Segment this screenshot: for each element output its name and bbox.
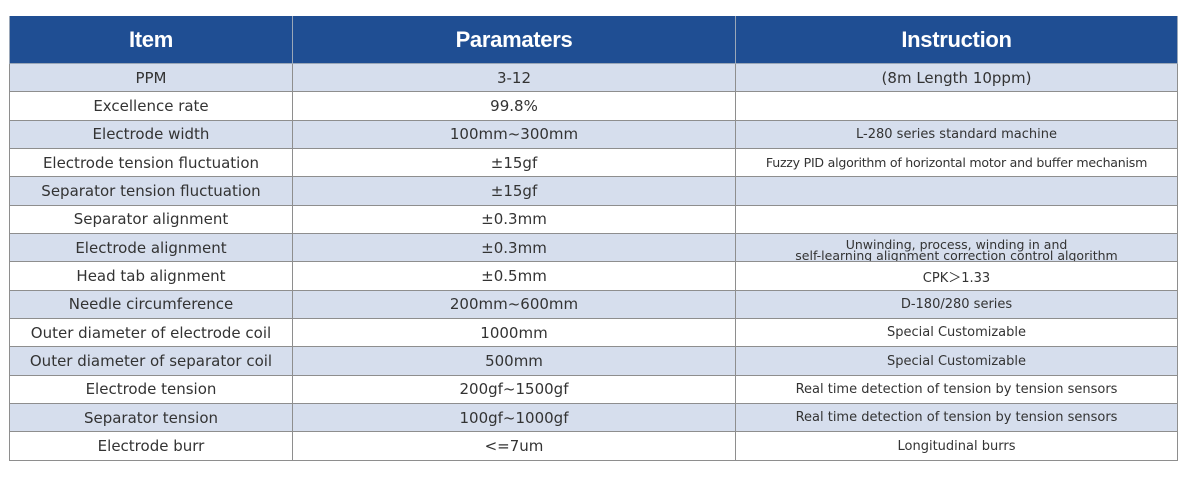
param-cell: 100gf~1000gf: [292, 403, 736, 433]
param-cell: 500mm: [292, 346, 736, 376]
instruction-cell: Special Customizable: [735, 346, 1178, 376]
item-cell: Separator alignment: [9, 204, 293, 235]
param-cell: ±15gf: [292, 176, 736, 206]
instruction-cell: Real time detection of tension by tensio…: [735, 374, 1178, 405]
instruction-cell: CPK＞1.33: [735, 261, 1178, 291]
instruction-cell: [735, 204, 1178, 235]
instruction-line: self-learning alignment correction contr…: [795, 248, 1118, 262]
instruction-cell: Fuzzy PID algorithm of horizontal motor …: [735, 148, 1178, 178]
spec-table-container: Item Paramaters Instruction PPM 3-12 (8m…: [9, 16, 1178, 461]
header-row: Item Paramaters Instruction: [9, 16, 1178, 64]
instruction-cell: D-180/280 series: [735, 289, 1178, 320]
table-row: Separator alignment ±0.3mm: [9, 204, 1178, 235]
item-cell: Electrode width: [9, 119, 293, 150]
param-cell: 200mm~600mm: [292, 289, 736, 320]
item-cell: Separator tension fluctuation: [9, 176, 293, 206]
instruction-cell: Unwinding, process, winding in and self-…: [735, 233, 1178, 263]
param-cell: 1000mm: [292, 318, 736, 348]
param-cell: ±0.3mm: [292, 204, 736, 235]
param-cell: ±0.5mm: [292, 261, 736, 291]
table-row: Electrode tension 200gf~1500gf Real time…: [9, 374, 1178, 405]
header-parameters: Paramaters: [292, 16, 736, 64]
item-cell: Electrode tension: [9, 374, 293, 405]
header-item: Item: [9, 16, 293, 64]
instruction-cell: (8m Length 10ppm): [735, 62, 1178, 93]
table-row: Outer diameter of electrode coil 1000mm …: [9, 318, 1178, 348]
table-row: Outer diameter of separator coil 500mm S…: [9, 346, 1178, 376]
table-row: Electrode alignment ±0.3mm Unwinding, pr…: [9, 233, 1178, 263]
item-cell: Electrode tension fluctuation: [9, 148, 293, 178]
header-instruction: Instruction: [735, 16, 1178, 64]
instruction-cell: [735, 91, 1178, 121]
item-cell: PPM: [9, 62, 293, 93]
param-cell: 100mm~300mm: [292, 119, 736, 150]
table-row: Head tab alignment ±0.5mm CPK＞1.33: [9, 261, 1178, 291]
instruction-cell: L-280 series standard machine: [735, 119, 1178, 150]
item-cell: Electrode burr: [9, 431, 293, 461]
spec-table: Item Paramaters Instruction PPM 3-12 (8m…: [9, 16, 1178, 461]
item-cell: Head tab alignment: [9, 261, 293, 291]
item-cell: Outer diameter of electrode coil: [9, 318, 293, 348]
instruction-cell: [735, 176, 1178, 206]
table-row: Separator tension fluctuation ±15gf: [9, 176, 1178, 206]
param-cell: 200gf~1500gf: [292, 374, 736, 405]
item-cell: Separator tension: [9, 403, 293, 433]
item-cell: Excellence rate: [9, 91, 293, 121]
table-row: Needle circumference 200mm~600mm D-180/2…: [9, 289, 1178, 320]
table-row: PPM 3-12 (8m Length 10ppm): [9, 62, 1178, 93]
item-cell: Outer diameter of separator coil: [9, 346, 293, 376]
item-cell: Electrode alignment: [9, 233, 293, 263]
table-row: Excellence rate 99.8%: [9, 91, 1178, 121]
item-cell: Needle circumference: [9, 289, 293, 320]
instruction-line: Unwinding, process, winding in and: [845, 237, 1068, 253]
instruction-cell: Longitudinal burrs: [735, 431, 1178, 461]
param-cell: ±0.3mm: [292, 233, 736, 263]
instruction-cell: Special Customizable: [735, 318, 1178, 348]
param-cell: 99.8%: [292, 91, 736, 121]
instruction-cell: Real time detection of tension by tensio…: [735, 403, 1178, 433]
table-row: Electrode tension fluctuation ±15gf Fuzz…: [9, 148, 1178, 178]
table-row: Electrode burr <=7um Longitudinal burrs: [9, 431, 1178, 461]
table-row: Electrode width 100mm~300mm L-280 series…: [9, 119, 1178, 150]
param-cell: <=7um: [292, 431, 736, 461]
param-cell: ±15gf: [292, 148, 736, 178]
table-row: Separator tension 100gf~1000gf Real time…: [9, 403, 1178, 433]
param-cell: 3-12: [292, 62, 736, 93]
